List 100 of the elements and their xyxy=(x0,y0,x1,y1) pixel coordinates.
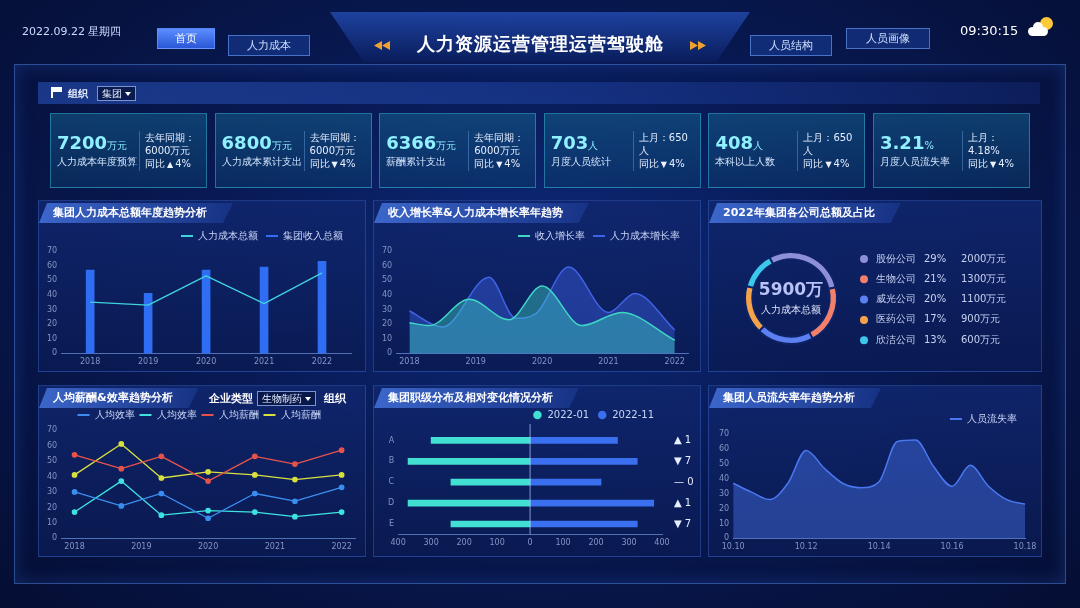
text: 人力成本累计支出 xyxy=(221,156,302,167)
y-tick-label: 0 xyxy=(52,348,58,358)
x-tick-label: 100 xyxy=(555,538,571,548)
data-label: 29% xyxy=(924,252,947,264)
y-tick-label: 20 xyxy=(381,319,393,329)
y-tick-label: 10 xyxy=(46,517,58,527)
y-tick-label: 40 xyxy=(718,473,730,483)
text: 本科以上人数 xyxy=(715,156,776,167)
data-label: 13% xyxy=(924,333,947,345)
y-tick-label: D xyxy=(387,498,395,508)
text: 1300万元 xyxy=(961,272,1007,284)
y-tick-label: 60 xyxy=(46,440,58,450)
y-tick-label: 50 xyxy=(46,275,58,285)
text: 企业类型 xyxy=(209,392,253,405)
x-tick-label: 300 xyxy=(621,538,637,548)
text: 组织 xyxy=(324,392,346,405)
y-tick-label: 10 xyxy=(381,333,393,343)
text: 人 xyxy=(588,140,599,151)
text: 同比 xyxy=(803,157,824,169)
y-tick-label: 20 xyxy=(46,502,58,512)
x-tick-label: 10.14 xyxy=(867,542,891,552)
data-label: 21% xyxy=(924,272,947,284)
text: ▲ 1 xyxy=(674,434,692,446)
x-tick-label: 300 xyxy=(423,538,439,548)
x-tick-label: 2019 xyxy=(465,357,486,367)
data-label: 17% xyxy=(924,313,947,325)
text: 2000万元 xyxy=(961,252,1007,264)
y-tick-label: 60 xyxy=(718,443,730,453)
chart-title: 2022年集团各公司总额及占比 xyxy=(723,206,875,219)
text: 4% xyxy=(668,157,685,169)
text: 6800 xyxy=(221,132,272,153)
text: 万元 xyxy=(271,140,292,151)
text: 7200 xyxy=(57,132,108,153)
text: 月度人员统计 xyxy=(550,156,611,167)
text: 人员画像 xyxy=(846,28,930,49)
legend-label: 欣洁公司 xyxy=(876,333,916,345)
text: 同比 xyxy=(638,157,659,169)
text: ▼ xyxy=(990,159,997,169)
text: 3.21 xyxy=(880,132,925,153)
text: 人员结构 xyxy=(750,35,832,56)
x-tick-label: 2018 xyxy=(64,542,85,552)
y-tick-label: 70 xyxy=(718,429,730,439)
y-tick-label: 20 xyxy=(46,319,58,329)
y-tick-label: 70 xyxy=(46,246,58,256)
y-tick-label: E xyxy=(389,519,395,529)
text: 生物制药 xyxy=(257,391,316,406)
x-tick-label: 400 xyxy=(390,538,406,548)
y-tick-label: 30 xyxy=(46,487,58,497)
legend-label: 2022-11 xyxy=(612,408,655,420)
y-tick-label: 50 xyxy=(46,456,58,466)
y-tick-label: 30 xyxy=(46,304,58,314)
text: — 0 xyxy=(674,475,694,487)
y-tick-label: 70 xyxy=(381,246,393,256)
legend-label: 股份公司 xyxy=(876,252,916,264)
text: 900万元 xyxy=(961,313,1001,325)
text: 1100万元 xyxy=(961,293,1007,305)
text: 09:30:15 xyxy=(960,23,1019,38)
x-tick-label: 2022 xyxy=(311,357,333,367)
text: ▲ xyxy=(167,159,174,169)
chart-title: 人均薪酬&效率趋势分析 xyxy=(53,391,173,404)
y-tick-label: A xyxy=(388,435,395,445)
text: 人力成本 xyxy=(228,35,310,56)
legend-label: 人均薪酬 xyxy=(218,408,259,420)
x-tick-label: 2019 xyxy=(137,357,159,367)
x-tick-label: 2021 xyxy=(598,357,619,367)
text: 人力成本年度预算 xyxy=(57,156,137,167)
y-tick-label: 0 xyxy=(387,348,393,358)
legend-label: 人均效率 xyxy=(94,408,135,420)
text: ▼ 7 xyxy=(674,517,692,529)
legend-label: 集团收入总额 xyxy=(283,229,343,241)
legend-label: 人力成本总额 xyxy=(198,229,258,241)
text: 4% xyxy=(175,157,192,169)
chart-title: 收入增长率&人力成本增长率年趋势 xyxy=(388,206,563,219)
text: 同比 xyxy=(474,157,495,169)
y-tick-label: 10 xyxy=(718,518,730,528)
x-tick-label: 10.18 xyxy=(1013,542,1037,552)
text: 同比 xyxy=(309,157,330,169)
y-tick-label: 60 xyxy=(381,260,393,270)
legend-label: 人员流失率 xyxy=(967,412,1017,424)
text: 集团 xyxy=(97,86,136,101)
y-tick-label: 30 xyxy=(718,488,730,498)
y-tick-label: 50 xyxy=(381,275,393,285)
text: 2022.09.22 星期四 xyxy=(22,24,122,39)
x-tick-label: 10.12 xyxy=(794,542,818,552)
text: 上月：4.18% xyxy=(968,131,1000,156)
text: 去年同期：6000万元 xyxy=(474,131,525,156)
legend-label: 2022-01 xyxy=(547,408,590,420)
y-tick-label: B xyxy=(388,456,395,466)
text: ▼ xyxy=(496,159,503,169)
text: 去年同期：6000万元 xyxy=(145,131,195,156)
text: 同比 xyxy=(145,157,165,169)
text: 人力资源运营管理运营驾驶舱 xyxy=(416,33,664,54)
y-tick-label: 60 xyxy=(46,260,58,270)
legend-label: 人均薪酬 xyxy=(280,408,321,420)
y-tick-label: 50 xyxy=(718,458,730,468)
x-tick-label: 2018 xyxy=(399,357,420,367)
x-tick-label: 2022 xyxy=(331,542,352,552)
text: 6366 xyxy=(386,132,437,153)
legend-label: 人均效率 xyxy=(156,408,197,420)
legend-label: 威光公司 xyxy=(876,293,916,305)
